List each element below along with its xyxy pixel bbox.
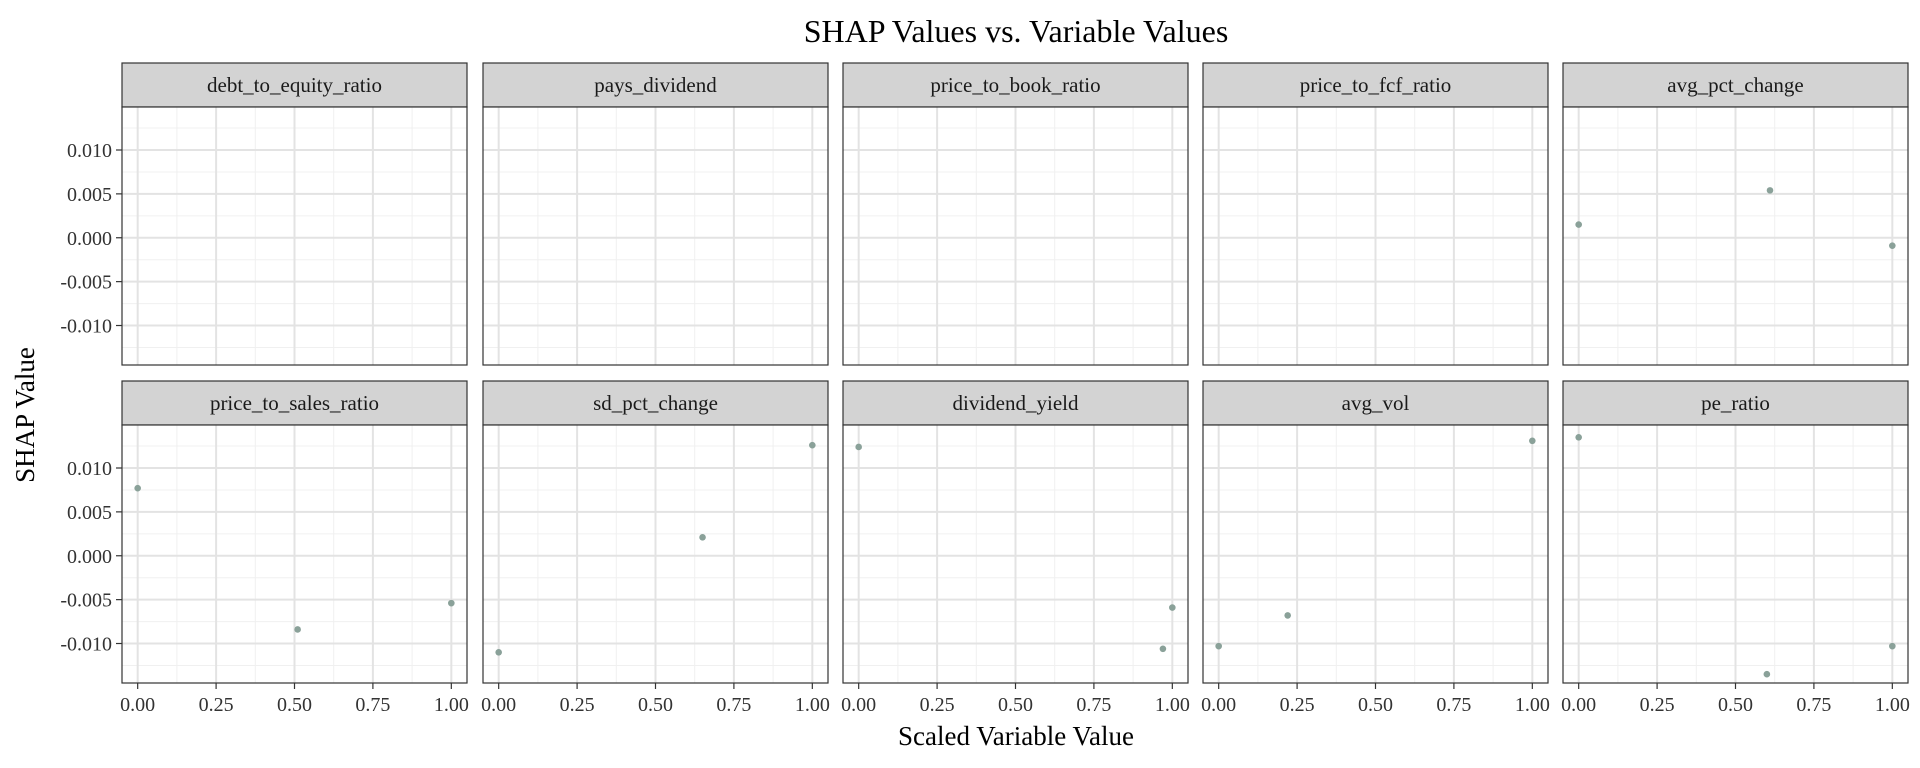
data-point — [1215, 642, 1222, 650]
facet-strip-label: pays_dividend — [594, 73, 717, 97]
x-tick-label: 0.50 — [1718, 694, 1753, 716]
facet-strip-label: pe_ratio — [1701, 391, 1770, 415]
y-axis: 0.010 0.005 0.000 -0.005 -0.010 0.010 0.005 0.0… — [60, 140, 122, 656]
data-point — [294, 626, 301, 633]
x-tick-label: 0.50 — [638, 694, 673, 716]
facet-strip-label: avg_pct_change — [1667, 73, 1803, 97]
x-tick-label: 0.50 — [1358, 694, 1393, 716]
x-tick-label: 0.75 — [355, 694, 390, 716]
x-tick-label: 0.25 — [1640, 694, 1675, 716]
facet-strip — [121, 62, 468, 108]
y-axis-title: SHAP Value — [10, 347, 40, 483]
y-tick-label: 0.000 — [67, 546, 112, 568]
facet-panel-dividend_yield: dividend_yield — [842, 380, 1189, 684]
x-tick-label: 1.00 — [795, 694, 830, 716]
data-point — [1575, 221, 1582, 228]
x-tick-label: 0.75 — [716, 694, 751, 716]
data-point — [1575, 433, 1582, 441]
x-tick-label: 0.25 — [920, 694, 955, 716]
x-tick-label: 0.25 — [199, 694, 234, 716]
data-point — [1169, 604, 1176, 611]
y-tick-label: 0.000 — [67, 228, 112, 250]
data-point — [855, 443, 862, 451]
data-point — [1529, 437, 1536, 445]
y-tick-label: -0.010 — [60, 634, 112, 656]
facet-panel-price_to_fcf_ratio: price_to_fcf_ratio — [1202, 62, 1549, 366]
data-point — [134, 484, 141, 492]
y-tick-label: -0.010 — [60, 316, 112, 338]
facet-panel-pays_dividend: pays_dividend — [482, 62, 829, 366]
x-tick-label: 0.25 — [1280, 694, 1315, 716]
facet-strip — [1562, 380, 1909, 426]
x-axis-title: Scaled Variable Value — [898, 721, 1134, 751]
x-tick-label: 0.25 — [560, 694, 595, 716]
y-tick-label: -0.005 — [60, 272, 112, 294]
facet-panels: debt_to_equity_ratio pays_dividend price_t… — [121, 62, 1909, 684]
x-tick-label: 0.50 — [998, 694, 1033, 716]
x-axis: 0.00 0.25 0.50 0.75 1.00 0.00 0.25 0.50 0.75 1.00… — [120, 683, 1910, 716]
data-point — [1284, 612, 1291, 619]
y-tick-label: 0.005 — [67, 184, 112, 206]
panel-border — [121, 106, 468, 366]
panel-border — [1562, 106, 1909, 366]
x-tick-label: 0.00 — [481, 694, 516, 716]
facet-strip — [1562, 62, 1909, 108]
facet-strip-label: avg_vol — [1342, 391, 1410, 415]
facet-strip-label: price_to_book_ratio — [930, 73, 1100, 97]
facet-strip-label: dividend_yield — [953, 391, 1079, 415]
data-point — [1889, 642, 1896, 650]
data-point — [1889, 242, 1896, 249]
x-tick-label: 0.50 — [277, 694, 312, 716]
x-tick-label: 0.00 — [1561, 694, 1596, 716]
x-tick-label: 0.00 — [1201, 694, 1236, 716]
x-tick-label: 1.00 — [1875, 694, 1910, 716]
x-tick-label: 1.00 — [434, 694, 469, 716]
y-tick-label: 0.010 — [67, 458, 112, 480]
x-tick-label: 0.00 — [841, 694, 876, 716]
panel-border — [1202, 106, 1549, 366]
x-tick-label: 0.75 — [1076, 694, 1111, 716]
x-tick-label: 1.00 — [1155, 694, 1190, 716]
chart-title: SHAP Values vs. Variable Values — [804, 13, 1229, 49]
facet-strip — [1202, 62, 1549, 108]
facet-panel-avg_pct_change: avg_pct_change — [1562, 62, 1909, 366]
data-point — [809, 441, 816, 449]
facet-strip-label: price_to_sales_ratio — [210, 391, 379, 415]
facet-panel-price_to_book_ratio: price_to_book_ratio — [842, 62, 1189, 366]
x-tick-label: 1.00 — [1515, 694, 1550, 716]
facet-panel-sd_pct_change: sd_pct_change — [482, 380, 829, 684]
data-point — [1766, 187, 1774, 194]
facet-strip-label: price_to_fcf_ratio — [1300, 73, 1452, 97]
facet-strip — [482, 380, 829, 426]
data-point — [1763, 670, 1771, 678]
facet-strip — [121, 380, 468, 426]
facet-panel-price_to_sales_ratio: price_to_sales_ratio — [121, 380, 468, 684]
facet-strip — [482, 62, 829, 108]
x-tick-label: 0.00 — [120, 694, 155, 716]
panel-border — [482, 106, 829, 366]
y-tick-label: 0.005 — [67, 502, 112, 524]
facet-strip-label: sd_pct_change — [593, 391, 718, 415]
x-tick-label: 0.75 — [1436, 694, 1471, 716]
facet-strip — [842, 62, 1189, 108]
y-tick-label: 0.010 — [67, 140, 112, 162]
data-point — [495, 648, 502, 656]
facet-strip — [1202, 380, 1549, 426]
x-tick-label: 0.75 — [1796, 694, 1831, 716]
facet-panel-debt_to_equity_ratio: debt_to_equity_ratio — [121, 62, 468, 366]
panel-border — [842, 106, 1189, 366]
data-point — [1159, 645, 1167, 653]
data-point — [448, 599, 455, 607]
data-point — [699, 534, 706, 541]
facet-panel-avg_vol: avg_vol — [1202, 380, 1549, 684]
y-tick-label: -0.005 — [60, 590, 112, 612]
facet-panel-pe_ratio: pe_ratio — [1562, 380, 1909, 684]
facet-strip-label: debt_to_equity_ratio — [207, 73, 382, 97]
